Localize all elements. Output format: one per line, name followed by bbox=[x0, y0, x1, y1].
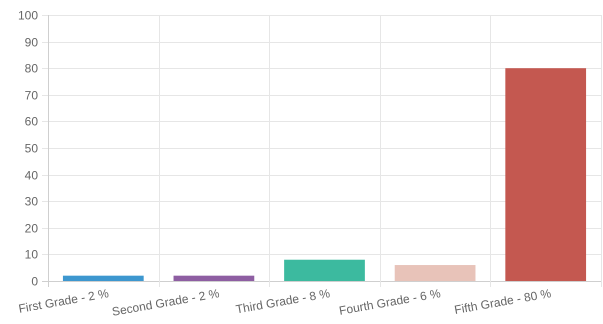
y-tick-label: 60 bbox=[25, 115, 39, 129]
bar[interactable] bbox=[394, 265, 476, 281]
y-tick-label: 100 bbox=[18, 9, 38, 23]
bar[interactable] bbox=[505, 68, 587, 281]
bar[interactable] bbox=[173, 275, 255, 281]
x-tick-label: Fifth Grade - 80 % bbox=[453, 286, 552, 317]
bars bbox=[62, 68, 587, 281]
bar[interactable] bbox=[284, 259, 365, 281]
gridlines bbox=[42, 15, 602, 287]
y-tick-label: 20 bbox=[25, 222, 39, 236]
y-tick-label: 10 bbox=[25, 248, 39, 262]
y-axis-ticks: 0 10 20 30 40 50 60 70 80 90 100 bbox=[18, 9, 38, 289]
x-axis-ticks: First Grade - 2 % Second Grade - 2 % Third… bbox=[17, 286, 552, 319]
x-tick-label: Third Grade - 8 % bbox=[235, 286, 332, 316]
y-tick-label: 80 bbox=[25, 62, 39, 76]
y-tick-label: 30 bbox=[25, 195, 39, 209]
y-tick-label: 90 bbox=[25, 36, 39, 50]
y-tick-label: 40 bbox=[25, 169, 39, 183]
y-tick-label: 0 bbox=[31, 275, 38, 289]
y-tick-label: 70 bbox=[25, 89, 39, 103]
x-tick-label: Fourth Grade - 6 % bbox=[338, 286, 442, 318]
x-tick-label: Second Grade - 2 % bbox=[111, 286, 221, 319]
y-tick-label: 50 bbox=[25, 142, 39, 156]
bar[interactable] bbox=[62, 275, 144, 281]
x-tick-label: First Grade - 2 % bbox=[17, 286, 110, 316]
